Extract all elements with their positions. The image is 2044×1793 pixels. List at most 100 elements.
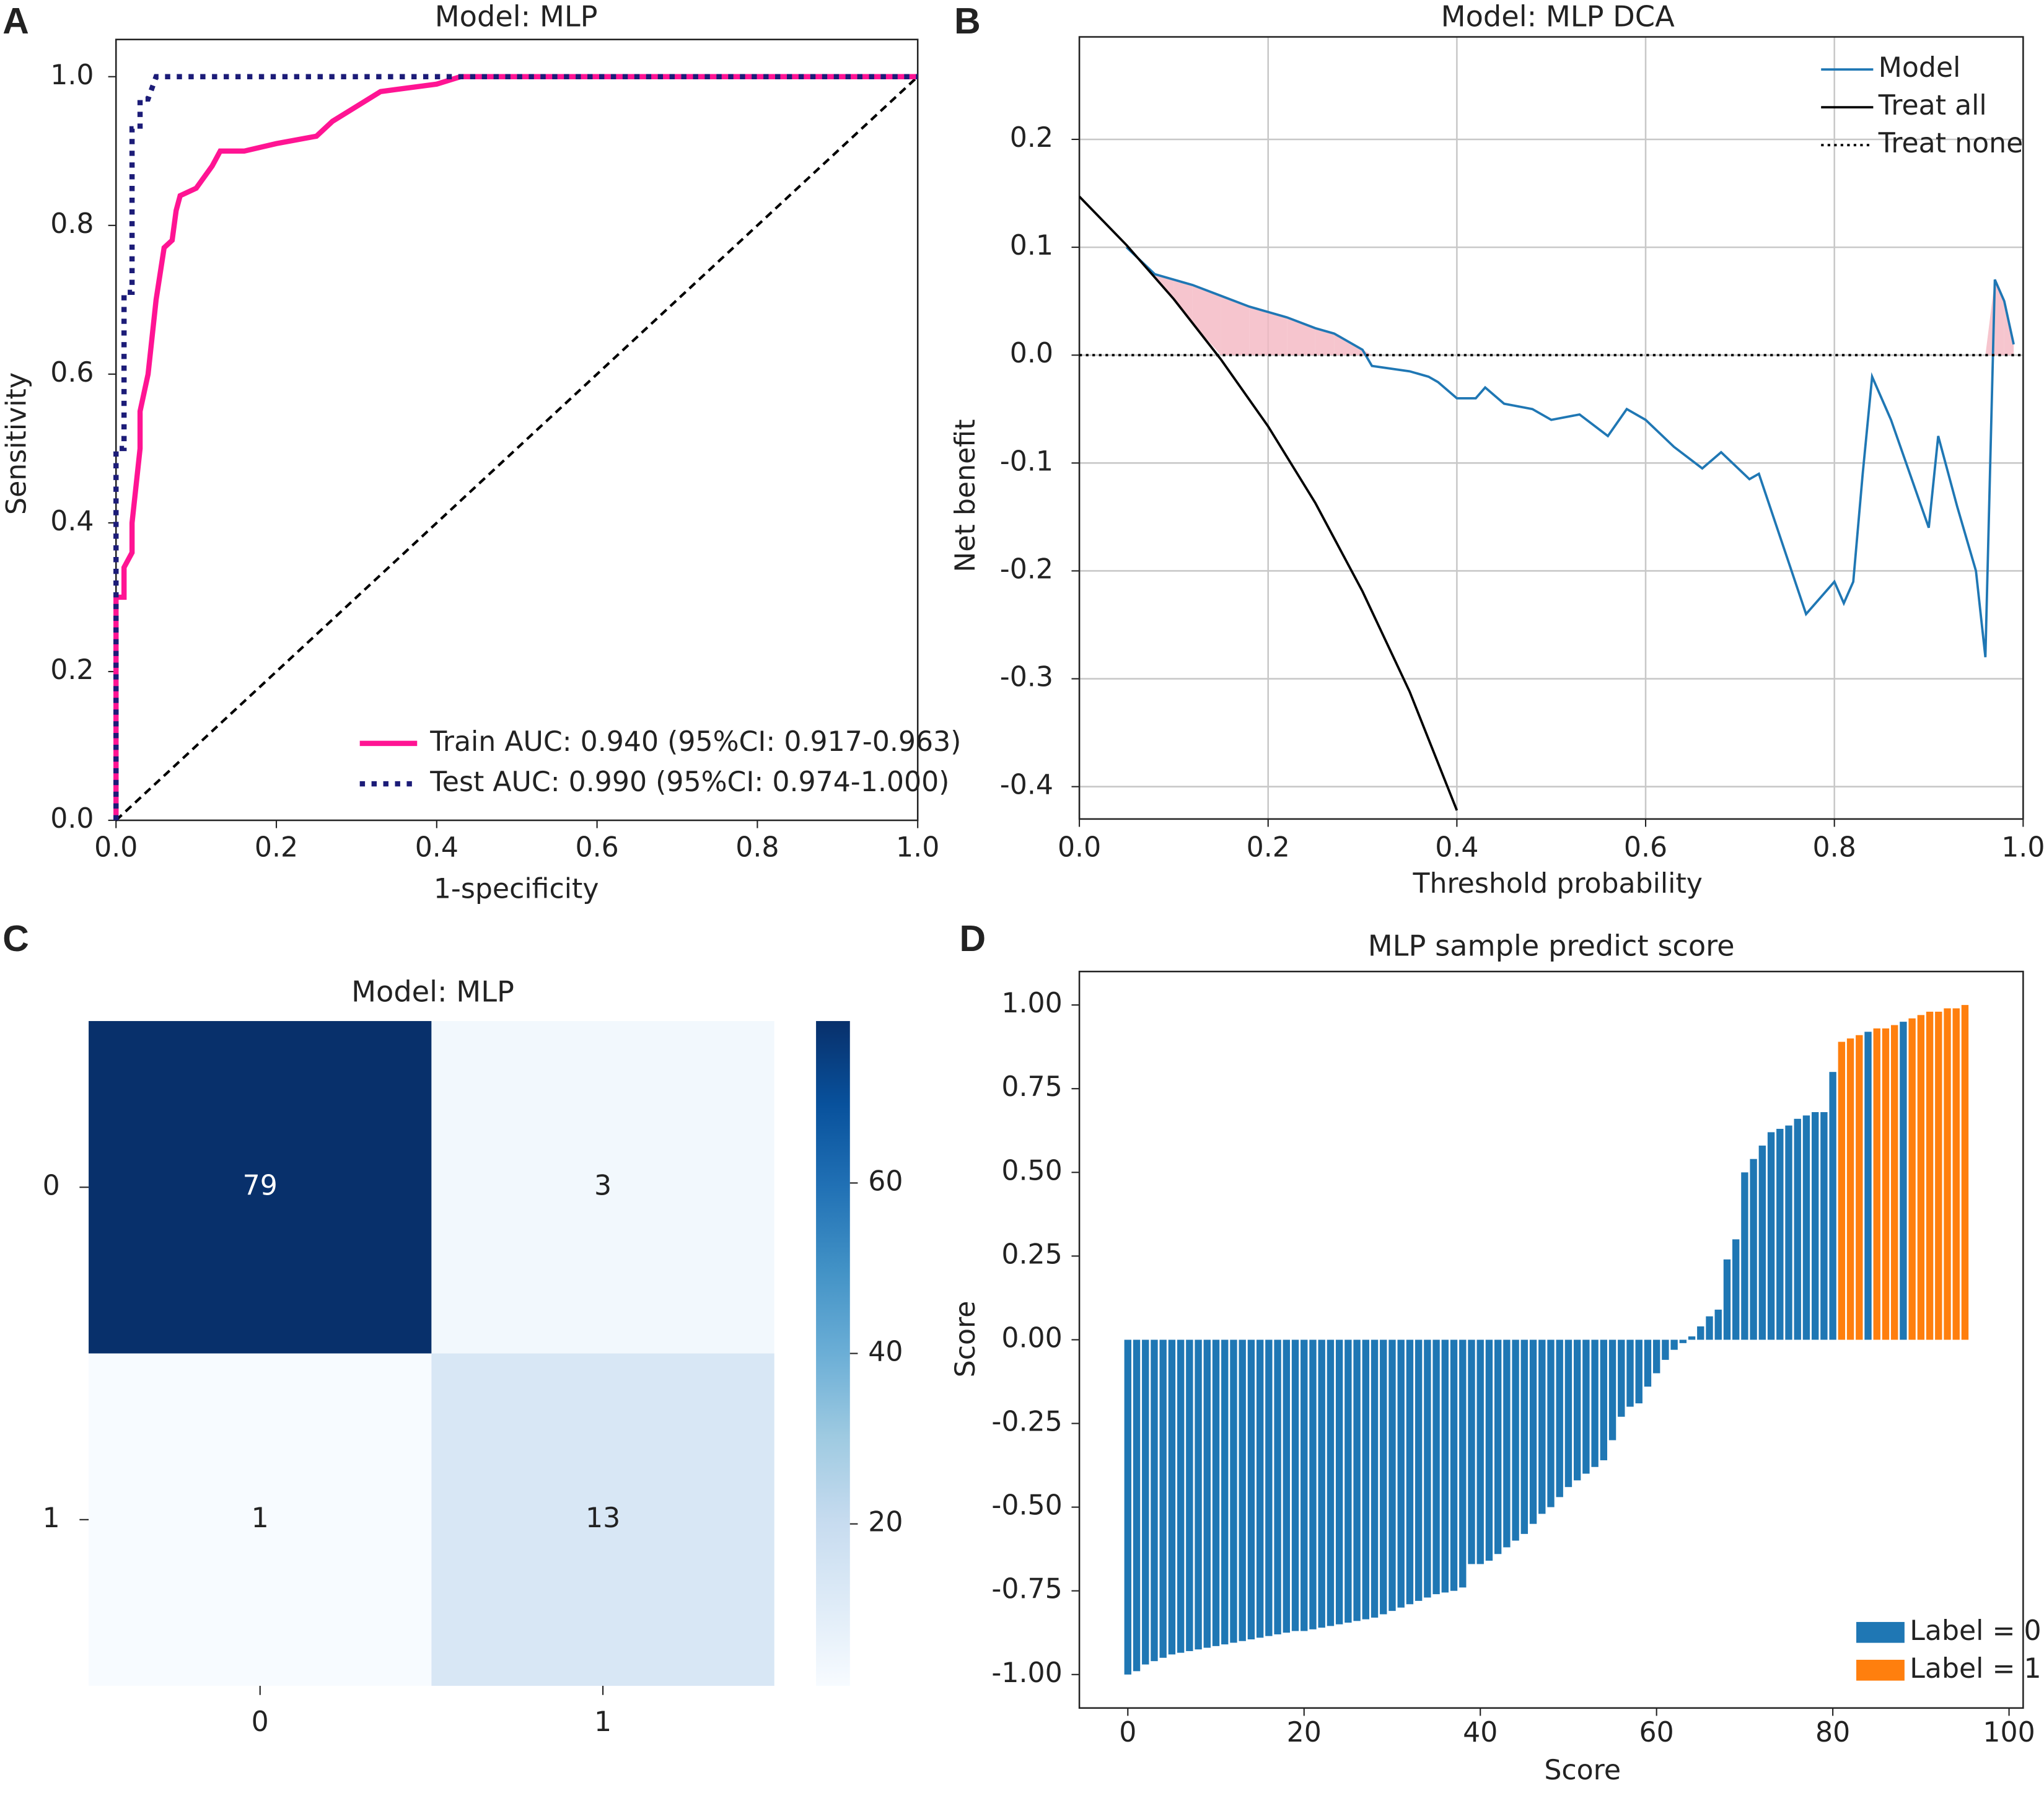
- y-tick-label: 0.2: [50, 654, 94, 686]
- bar: [1811, 1112, 1819, 1340]
- bar: [1221, 1339, 1229, 1645]
- colorbar-tick-label: 20: [868, 1507, 903, 1538]
- bar: [1679, 1339, 1687, 1343]
- bar: [1247, 1339, 1255, 1640]
- panel-label: A: [2, 1, 29, 42]
- bar: [1177, 1339, 1185, 1653]
- bar: [1820, 1112, 1828, 1340]
- bar: [1926, 1011, 1934, 1340]
- bar: [1547, 1339, 1555, 1507]
- bar: [1829, 1072, 1836, 1340]
- bar: [1882, 1028, 1890, 1340]
- bar: [1380, 1339, 1387, 1615]
- bar: [1856, 1035, 1863, 1340]
- bar: [1520, 1339, 1529, 1534]
- bar: [1450, 1339, 1458, 1591]
- bar: [1767, 1132, 1775, 1340]
- bar: [1794, 1118, 1801, 1340]
- bar: [1335, 1339, 1343, 1624]
- bar: [1468, 1339, 1475, 1564]
- y-tick-label: 0.75: [1001, 1071, 1062, 1103]
- bar: [1873, 1028, 1880, 1340]
- colorbar-tick-label: 60: [868, 1165, 903, 1197]
- x-tick-label: 40: [1463, 1717, 1498, 1748]
- y-tick-label: 1: [43, 1502, 60, 1534]
- benefit-area: [1173, 279, 1193, 323]
- series-line: [1125, 246, 2015, 657]
- bar: [1732, 1239, 1740, 1340]
- bar: [1362, 1339, 1370, 1620]
- y-tick-label: 0.0: [1010, 338, 1053, 369]
- x-tick-label: 0: [252, 1706, 269, 1738]
- y-axis-label: Net benefit: [950, 419, 981, 572]
- legend-label: Test AUC: 0.990 (95%CI: 0.974-1.000): [429, 766, 949, 798]
- heatmap-cell: [89, 1021, 432, 1354]
- y-tick-label: 0.2: [1010, 122, 1053, 154]
- x-tick-label: 0: [1119, 1717, 1136, 1748]
- bar: [1459, 1339, 1467, 1588]
- bar: [1838, 1041, 1846, 1340]
- panel-label: C: [2, 919, 29, 959]
- x-tick-label: 100: [1983, 1717, 2035, 1748]
- legend-label: Label = 0: [1910, 1615, 2041, 1647]
- bar: [1151, 1339, 1158, 1662]
- x-axis-label: 1-specificity: [434, 874, 599, 905]
- bar: [1195, 1339, 1202, 1650]
- bar: [1283, 1339, 1290, 1633]
- benefit-area: [1315, 328, 1335, 356]
- x-axis-label: Score: [1544, 1755, 1621, 1786]
- bar: [1476, 1339, 1484, 1564]
- bar: [1935, 1011, 1942, 1340]
- bar: [1564, 1339, 1572, 1488]
- bar: [1512, 1339, 1519, 1541]
- plot-frame: [1078, 36, 2024, 820]
- heatmap-cell: [431, 1353, 774, 1686]
- bar: [1388, 1339, 1396, 1611]
- x-tick-label: 80: [1815, 1717, 1850, 1748]
- series-line: [1079, 195, 1458, 811]
- cell-label: 13: [586, 1502, 620, 1534]
- y-tick-label: 0.4: [50, 506, 94, 537]
- bar: [1890, 1025, 1898, 1340]
- bar: [1159, 1339, 1167, 1658]
- bar: [1864, 1032, 1872, 1340]
- bar: [1485, 1339, 1493, 1561]
- bar: [1503, 1339, 1511, 1548]
- y-axis-label: Score: [950, 1301, 981, 1378]
- legend-swatch: [1856, 1621, 1905, 1643]
- x-tick-label: 1.0: [896, 831, 939, 863]
- y-tick-label: 0.1: [1010, 230, 1053, 261]
- bar: [1706, 1316, 1713, 1340]
- bar: [1961, 1005, 1969, 1340]
- y-tick-label: -0.75: [991, 1574, 1062, 1605]
- y-tick-label: 0.8: [50, 208, 94, 240]
- series-line: [113, 74, 918, 821]
- benefit-area: [1192, 285, 1221, 356]
- bar: [1256, 1339, 1264, 1638]
- x-tick-label: 1: [594, 1706, 612, 1738]
- y-tick-label: -0.2: [1000, 553, 1053, 585]
- bar: [1239, 1339, 1246, 1641]
- bar: [1556, 1339, 1563, 1497]
- cell-label: 3: [594, 1170, 612, 1201]
- x-tick-label: 0.6: [575, 831, 618, 863]
- bar: [1441, 1339, 1449, 1593]
- bar: [1582, 1339, 1590, 1474]
- bar: [1635, 1339, 1643, 1404]
- plot-frame: [115, 38, 919, 822]
- x-tick-label: 20: [1287, 1717, 1322, 1748]
- y-tick-label: -0.1: [1000, 445, 1053, 477]
- benefit-area: [1287, 317, 1315, 356]
- y-tick-label: 0.0: [50, 803, 94, 835]
- legend-label: Model: [1879, 52, 1961, 84]
- x-tick-label: 0.0: [94, 831, 138, 863]
- bar: [1168, 1339, 1176, 1655]
- bar: [1944, 1008, 1951, 1340]
- y-tick-label: 0.25: [1001, 1238, 1062, 1270]
- bar: [1494, 1339, 1502, 1554]
- x-tick-label: 0.2: [1247, 831, 1290, 863]
- bar: [1758, 1146, 1766, 1340]
- bar: [1212, 1339, 1220, 1646]
- chart-title: Model: MLP: [435, 0, 598, 33]
